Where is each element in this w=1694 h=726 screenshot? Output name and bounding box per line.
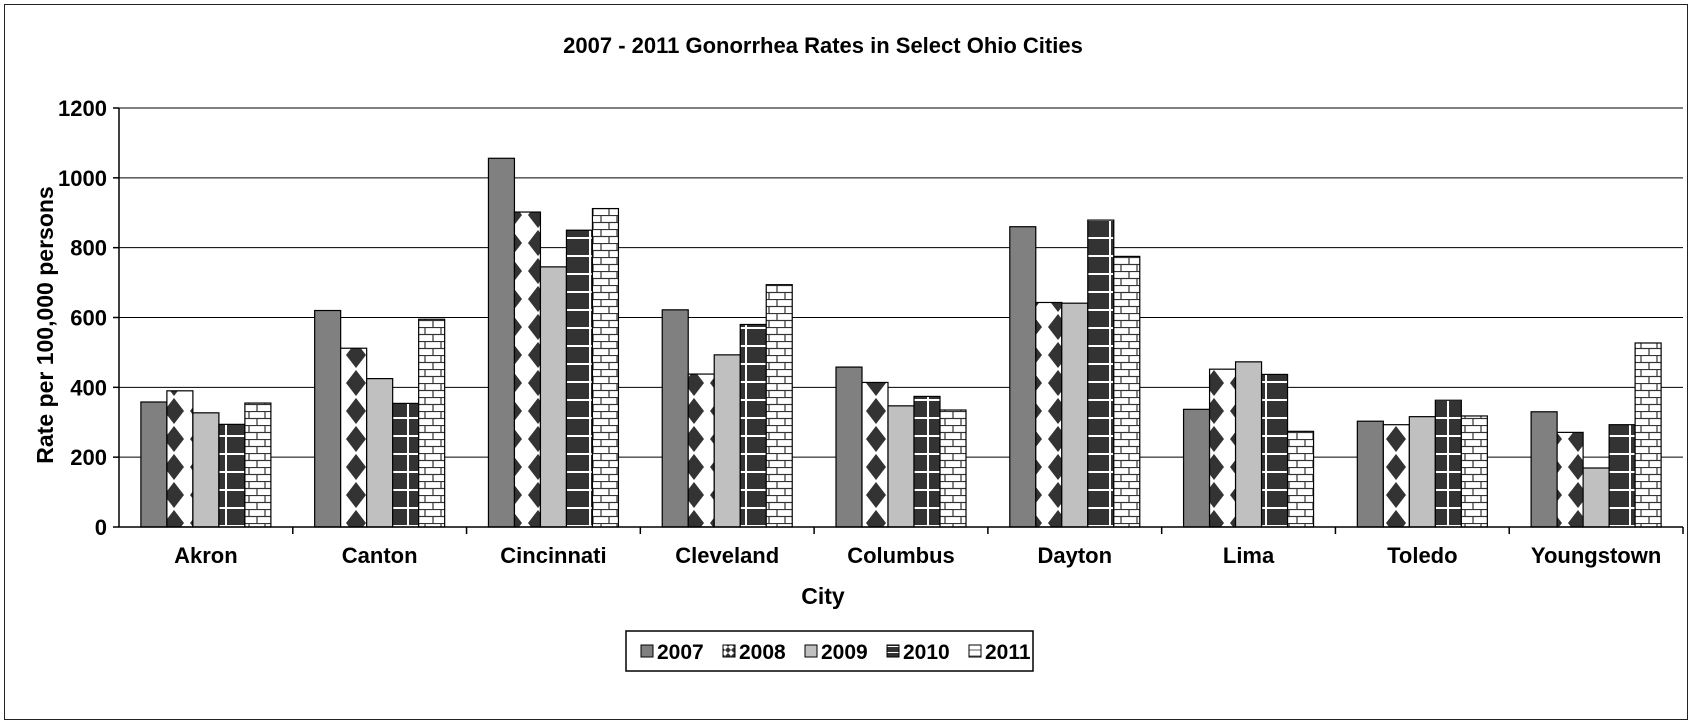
x-tick-label: Toledo (1387, 543, 1457, 568)
legend-swatch-2009 (805, 645, 817, 657)
bar-cincinnati-2010 (566, 230, 592, 527)
bar-columbus-2011 (940, 410, 966, 527)
bar-akron-2011 (245, 403, 271, 527)
bar-columbus-2007 (836, 367, 862, 527)
y-tick-label: 1200 (58, 96, 107, 121)
x-tick-label: Lima (1223, 543, 1275, 568)
bar-columbus-2010 (914, 396, 940, 527)
bar-akron-2009 (193, 413, 219, 527)
bar-canton-2010 (393, 403, 419, 527)
chart-title: 2007 - 2011 Gonorrhea Rates in Select Oh… (563, 33, 1083, 58)
bar-canton-2008 (341, 348, 367, 527)
y-axis-label: Rate per 100,000 persons (32, 186, 58, 463)
bar-toledo-2008 (1383, 425, 1409, 527)
bar-canton-2007 (315, 311, 341, 527)
bar-youngstown-2011 (1635, 343, 1661, 527)
gonorrhea-rates-chart: 2007 - 2011 Gonorrhea Rates in Select Oh… (5, 5, 1689, 721)
bar-lima-2007 (1184, 409, 1210, 527)
x-tick-label: Cleveland (675, 543, 779, 568)
bar-akron-2010 (219, 424, 245, 527)
x-tick-label: Cincinnati (500, 543, 606, 568)
bar-cincinnati-2007 (488, 158, 514, 527)
bar-akron-2008 (167, 391, 193, 527)
legend-label-2009: 2009 (821, 641, 868, 664)
y-tick-label: 0 (95, 515, 107, 540)
x-tick-label: Dayton (1037, 543, 1112, 568)
legend-label-2010: 2010 (903, 641, 950, 664)
bar-lima-2008 (1210, 369, 1236, 527)
bar-lima-2011 (1288, 431, 1314, 527)
bar-toledo-2011 (1461, 416, 1487, 527)
bar-dayton-2010 (1088, 220, 1114, 527)
legend-label-2008: 2008 (739, 641, 786, 664)
bar-canton-2011 (419, 319, 445, 527)
bar-lima-2010 (1262, 374, 1288, 527)
x-tick-label: Canton (342, 543, 418, 568)
bar-cincinnati-2011 (592, 209, 618, 527)
y-axis-ticks: 0 200 400 600 800 1000 1200 (58, 96, 119, 540)
y-tick-label: 600 (70, 306, 107, 331)
y-tick-label: 1000 (58, 166, 107, 191)
x-tick-label: Youngstown (1531, 543, 1661, 568)
bar-lima-2009 (1236, 362, 1262, 527)
y-tick-label: 800 (70, 236, 107, 261)
bars (141, 158, 1661, 527)
bar-youngstown-2007 (1531, 412, 1557, 527)
legend-swatch-2008 (723, 645, 735, 657)
bar-dayton-2009 (1062, 303, 1088, 527)
legend-swatch-2011 (969, 645, 981, 657)
bar-cleveland-2009 (714, 355, 740, 527)
bar-cleveland-2007 (662, 310, 688, 527)
bar-canton-2009 (367, 379, 393, 527)
bar-columbus-2008 (862, 382, 888, 527)
y-tick-label: 400 (70, 375, 107, 400)
bar-dayton-2008 (1036, 302, 1062, 527)
bar-cleveland-2010 (740, 324, 766, 527)
bar-youngstown-2009 (1583, 468, 1609, 527)
bar-youngstown-2010 (1609, 425, 1635, 527)
bar-toledo-2009 (1409, 417, 1435, 527)
bar-dayton-2007 (1010, 227, 1036, 527)
legend-label-2007: 2007 (657, 641, 704, 664)
legend-label-2011: 2011 (985, 641, 1031, 664)
bar-dayton-2011 (1114, 256, 1140, 527)
x-axis-label: City (801, 583, 845, 609)
x-tick-label: Columbus (847, 543, 955, 568)
legend-swatch-2010 (887, 645, 899, 657)
legend-swatch-2007 (641, 645, 653, 657)
chart-frame: 2007 - 2011 Gonorrhea Rates in Select Oh… (4, 4, 1688, 720)
bar-youngstown-2008 (1557, 432, 1583, 527)
x-tick-label: Akron (174, 543, 238, 568)
bar-toledo-2010 (1435, 400, 1461, 527)
x-axis-ticks: Akron Canton Cincinnati Cleveland Columbus Da… (174, 527, 1683, 568)
bar-cincinnati-2009 (540, 267, 566, 527)
legend: 2007 2008 2009 2010 2011 (626, 631, 1033, 671)
bar-toledo-2007 (1357, 421, 1383, 527)
y-tick-label: 200 (70, 445, 107, 470)
bar-columbus-2009 (888, 406, 914, 527)
bar-cleveland-2008 (688, 374, 714, 527)
bar-akron-2007 (141, 402, 167, 527)
bar-cleveland-2011 (766, 285, 792, 527)
bar-cincinnati-2008 (514, 212, 540, 527)
